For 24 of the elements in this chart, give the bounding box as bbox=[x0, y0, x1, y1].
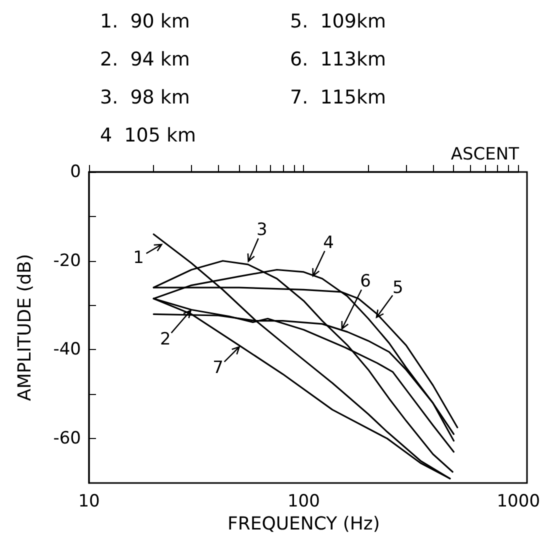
y-tick-label: -20 bbox=[53, 250, 81, 271]
annotation: 1 bbox=[133, 248, 144, 268]
text: 1. 90 km bbox=[100, 10, 190, 32]
annotation: 6 bbox=[360, 272, 371, 292]
text: 5. 109km bbox=[290, 10, 386, 32]
y-tick-label: -60 bbox=[53, 428, 81, 449]
text: 3. 98 km bbox=[100, 86, 190, 108]
text: 2. 94 km bbox=[100, 48, 190, 70]
x-tick-label: 10 bbox=[78, 492, 100, 512]
y-tick-label: -40 bbox=[53, 340, 81, 360]
annotation: 2 bbox=[160, 330, 171, 350]
annotation: 3 bbox=[256, 220, 268, 240]
y-tick-label: 0 bbox=[70, 162, 81, 182]
y-axis-title: AMPLITUDE (dB) bbox=[14, 254, 36, 401]
annotation: 7 bbox=[212, 358, 224, 378]
chart-title: ASCENT bbox=[450, 144, 520, 164]
text: 7. 115km bbox=[290, 86, 386, 108]
annotation: 4 bbox=[323, 232, 334, 253]
x-tick-label: 1000 bbox=[496, 492, 540, 512]
x-axis-title: FREQUENCY (Hz) bbox=[227, 513, 380, 534]
text: 6. 113km bbox=[290, 48, 386, 70]
x-tick-label: 100 bbox=[287, 492, 320, 512]
annotation: 5 bbox=[392, 278, 404, 298]
text: 4 105 km bbox=[100, 124, 196, 146]
